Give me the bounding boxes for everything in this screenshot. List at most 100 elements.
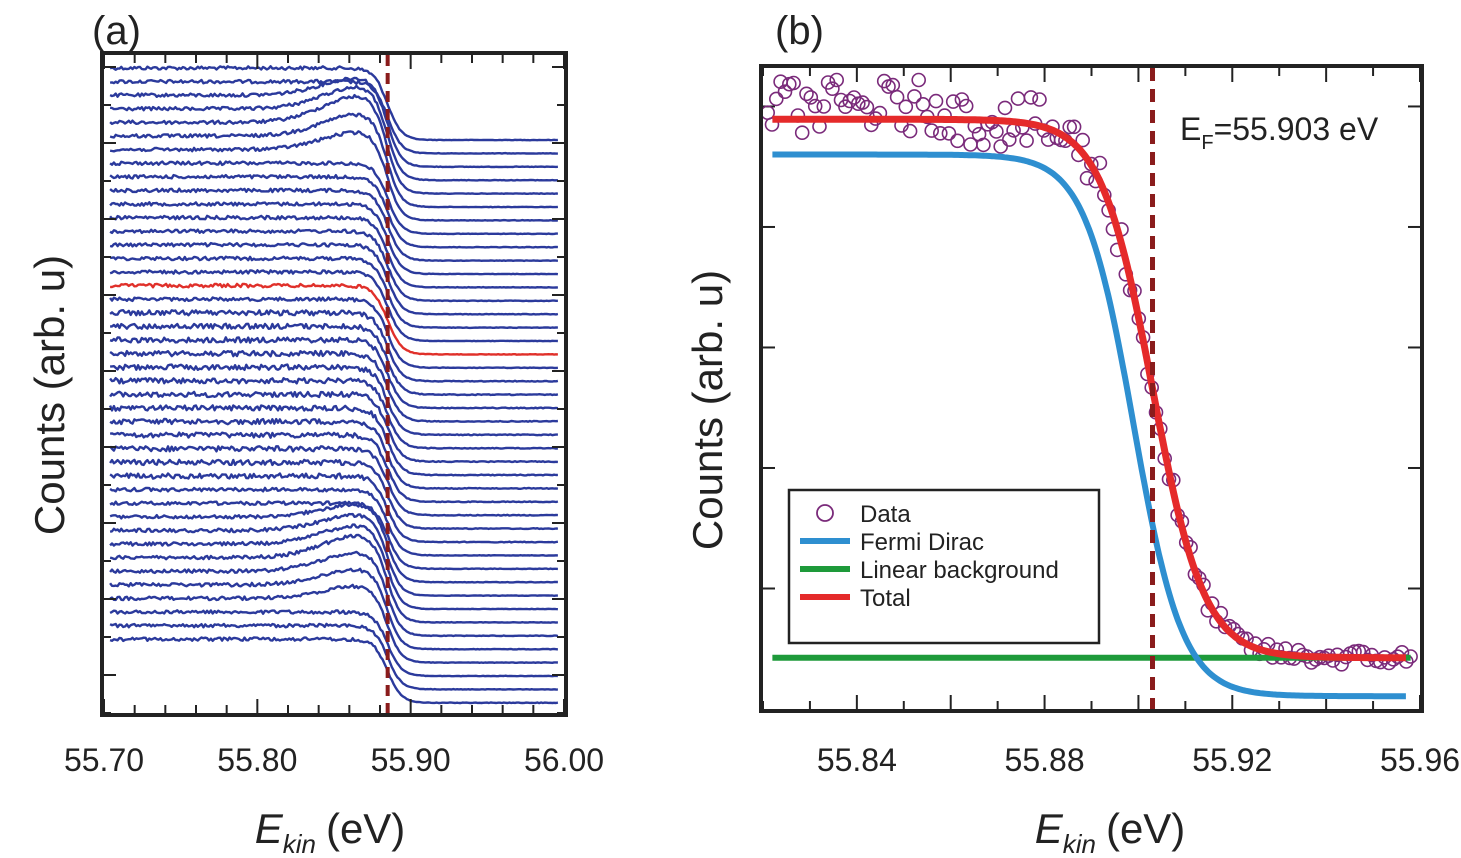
data-point bbox=[794, 125, 810, 140]
panel-a-curve bbox=[109, 417, 559, 490]
panel-a-frame bbox=[100, 51, 568, 717]
annotation-sub: F bbox=[1201, 132, 1213, 154]
data-point bbox=[1079, 170, 1095, 186]
data-point bbox=[911, 72, 927, 88]
panel-a-curve bbox=[109, 349, 559, 423]
panel-a-curve bbox=[109, 512, 558, 597]
panel-a-curve bbox=[109, 112, 559, 209]
data-point bbox=[825, 81, 840, 96]
data-point bbox=[1010, 91, 1026, 106]
panel-a-xlabel-unit: (eV) bbox=[326, 805, 405, 852]
panel-a-curve bbox=[109, 241, 559, 316]
data-point bbox=[829, 72, 845, 88]
data-point bbox=[915, 97, 931, 112]
panel-a-curve bbox=[109, 431, 559, 504]
panel-a-xlabel-sub: kin bbox=[283, 829, 316, 858]
data-point bbox=[786, 75, 801, 91]
legend: Data Fermi Dirac Linear background Total bbox=[787, 488, 1101, 645]
panel-a-curve bbox=[109, 65, 559, 142]
data-point bbox=[907, 89, 922, 104]
panel-a-curve bbox=[109, 550, 559, 638]
panel-a-curve bbox=[109, 486, 558, 557]
panel-a-curve bbox=[109, 84, 558, 182]
panel-a-xtick-label: 55.90 bbox=[371, 742, 451, 778]
annotation-main: E bbox=[1180, 111, 1201, 147]
data-point bbox=[950, 133, 965, 149]
panel-a-ylabel: Counts (arb. u) bbox=[26, 255, 73, 535]
data-point bbox=[902, 123, 918, 139]
panel-a-highlight-curve bbox=[110, 282, 558, 356]
data-point bbox=[928, 93, 944, 109]
data-point bbox=[807, 98, 823, 114]
panel-a-curve bbox=[109, 445, 558, 517]
data-point bbox=[898, 99, 914, 115]
panel-a-curve bbox=[109, 93, 559, 195]
panel-a-curve bbox=[110, 322, 559, 397]
data-point bbox=[924, 123, 940, 138]
data-point bbox=[1066, 119, 1082, 135]
data-point bbox=[803, 90, 819, 105]
panel-b-series bbox=[760, 72, 1418, 700]
panel-a-curve bbox=[109, 377, 559, 450]
panel-a-curve bbox=[109, 622, 558, 691]
data-point bbox=[855, 95, 870, 110]
data-point bbox=[945, 94, 961, 109]
panel-a-xlabel-main: E bbox=[255, 805, 284, 852]
panel-b-frame bbox=[759, 64, 1424, 713]
panel-b-xlabel-main: E bbox=[1035, 805, 1064, 852]
data-point bbox=[932, 126, 948, 141]
fermi-dirac-curve bbox=[772, 151, 1406, 700]
panel-a-curve bbox=[109, 255, 558, 330]
panel-a-xlabel: Ekin (eV) bbox=[255, 805, 406, 858]
panel-b-xlabel: Ekin (eV) bbox=[1035, 805, 1186, 858]
data-point bbox=[1023, 90, 1039, 105]
panel-b-xtick-label: 55.84 bbox=[817, 742, 897, 778]
panel-a-curve bbox=[109, 214, 558, 289]
data-point bbox=[764, 117, 780, 132]
panel-a-curve bbox=[109, 228, 558, 303]
panel-a-xtick-label: 56.00 bbox=[524, 742, 604, 778]
panel-b-xlabel-sub: kin bbox=[1063, 829, 1096, 858]
panel-a-xtick-label: 55.70 bbox=[64, 742, 144, 778]
legend-label-fermi-dirac: Fermi Dirac bbox=[860, 529, 984, 556]
panel-b: 55.84 55.88 55.92 55.96 EF=55.903 eV Data F… bbox=[684, 64, 1460, 858]
data-point bbox=[768, 91, 784, 107]
panel-a-curves bbox=[108, 65, 559, 705]
panel-b-xtick-label: 55.92 bbox=[1192, 742, 1272, 778]
data-point bbox=[777, 84, 793, 99]
panel-a-curve bbox=[109, 609, 559, 678]
data-point bbox=[997, 100, 1013, 116]
panel-a: 55.70 55.80 55.90 56.00 Counts (arb. u) Eki… bbox=[26, 51, 604, 858]
legend-label-total: Total bbox=[860, 585, 911, 612]
panel-a-curve bbox=[109, 583, 558, 664]
panel-a-xtick-labels: 55.70 55.80 55.90 56.00 bbox=[64, 742, 604, 778]
data-point bbox=[799, 86, 814, 102]
data-point bbox=[976, 137, 991, 153]
panel-b-ylabel: Counts (arb. u) bbox=[684, 270, 731, 550]
data-point bbox=[941, 126, 957, 141]
legend-label-linear-background: Linear background bbox=[860, 557, 1059, 584]
annotation-rest: =55.903 eV bbox=[1214, 111, 1379, 147]
panel-a-curve bbox=[109, 160, 558, 236]
panel-b-xtick-label: 55.96 bbox=[1380, 742, 1460, 778]
panel-a-curve bbox=[109, 309, 559, 383]
legend-label-data: Data bbox=[860, 501, 911, 528]
data-point bbox=[1075, 132, 1090, 148]
panel-a-curve bbox=[109, 336, 559, 410]
panel-b-label: (b) bbox=[775, 9, 824, 53]
panel-a-curve bbox=[109, 269, 558, 343]
panel-a-xtick-label: 55.80 bbox=[217, 742, 297, 778]
data-point bbox=[885, 77, 901, 93]
panel-a-curve bbox=[109, 502, 558, 584]
panel-a-curve bbox=[109, 187, 559, 263]
data-point bbox=[816, 99, 832, 114]
total-curve bbox=[772, 115, 1406, 662]
panel-b-xtick-label: 55.88 bbox=[1005, 742, 1085, 778]
data-point bbox=[993, 139, 1009, 154]
panel-a-curve bbox=[109, 76, 558, 169]
panel-b-ticks bbox=[762, 68, 1421, 709]
data-point bbox=[1001, 132, 1017, 147]
panel-a-curve bbox=[109, 296, 558, 370]
panel-a-curve bbox=[108, 404, 558, 477]
legend-symbol-data bbox=[816, 504, 834, 522]
